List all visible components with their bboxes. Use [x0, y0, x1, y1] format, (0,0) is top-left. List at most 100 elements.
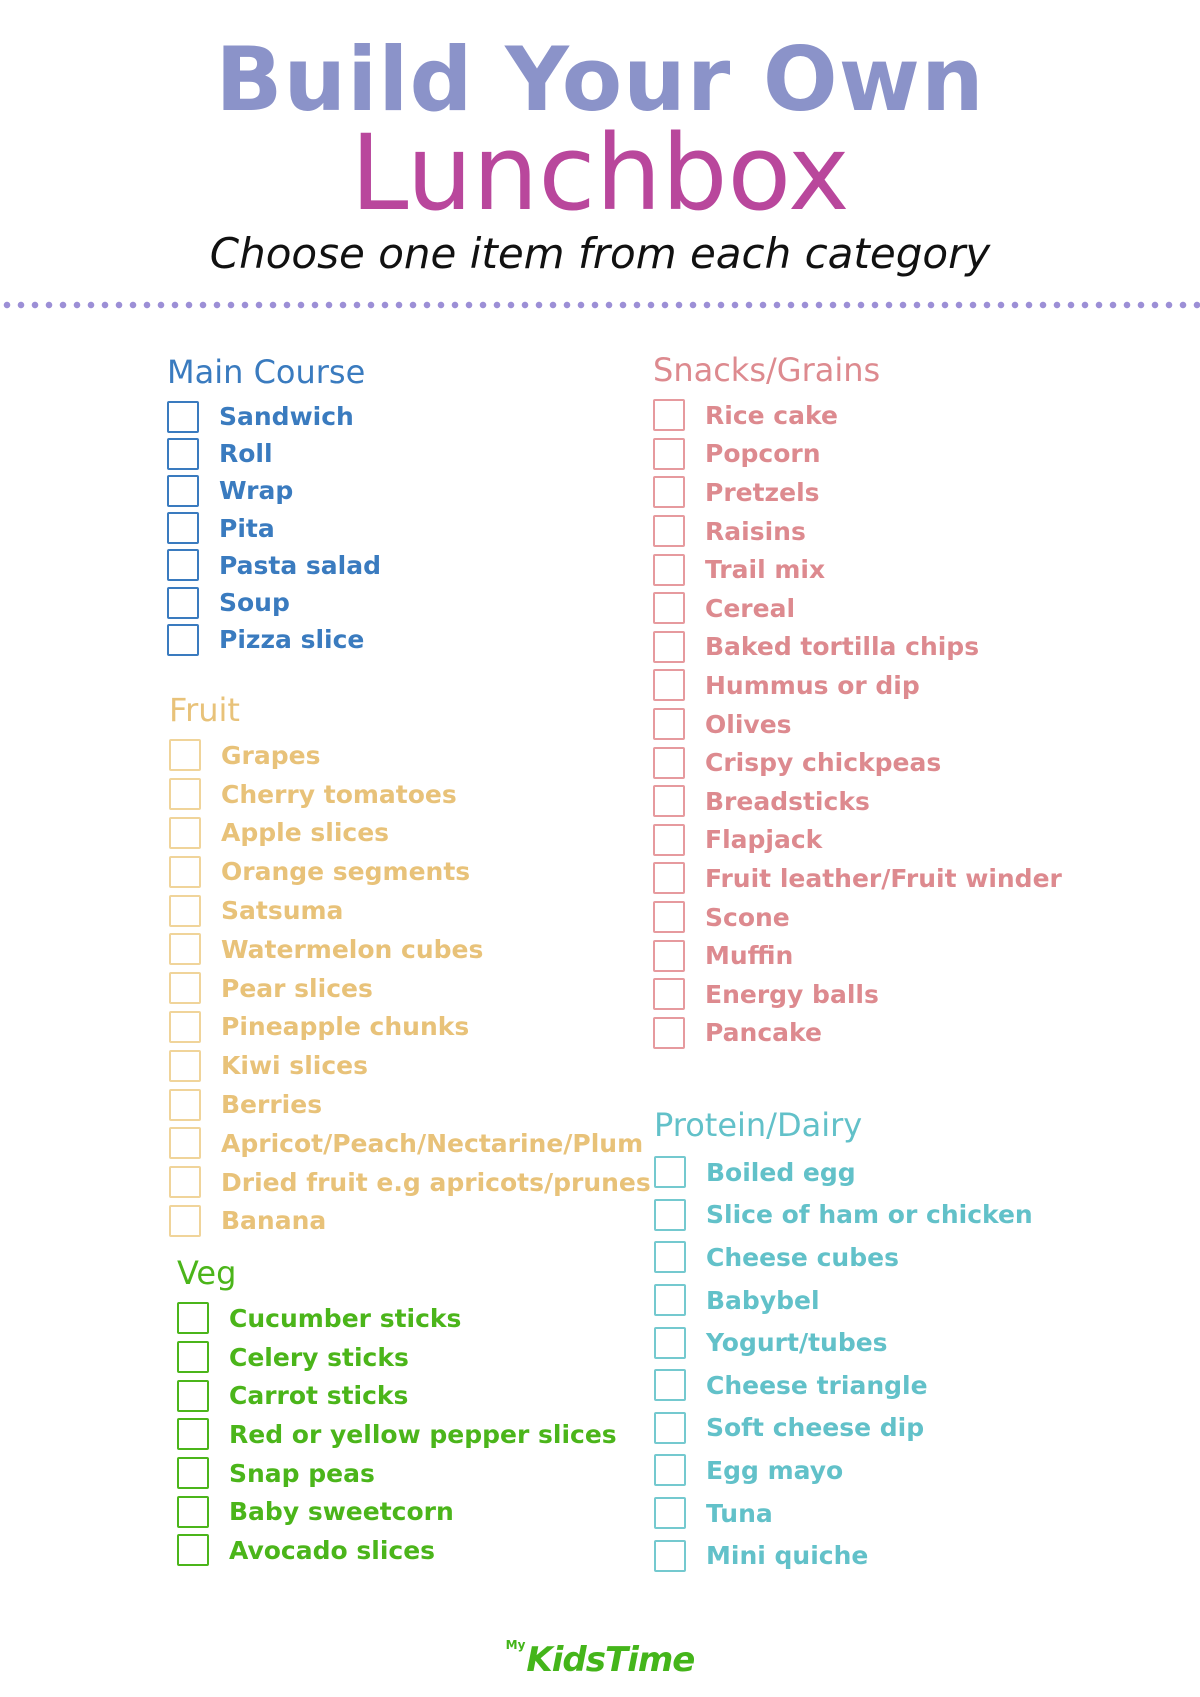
checkbox[interactable]: [169, 1127, 201, 1160]
item-label: Avocado slices: [229, 1535, 436, 1565]
checkbox[interactable]: [653, 901, 685, 934]
list-item: Apple slices: [169, 814, 651, 853]
checkbox[interactable]: [177, 1495, 209, 1528]
list-item: Pancake: [653, 1014, 1062, 1053]
checkbox[interactable]: [654, 1284, 686, 1317]
list-item: Orange segments: [169, 852, 651, 891]
list-item: Yogurt/tubes: [654, 1321, 1033, 1364]
checkbox[interactable]: [169, 972, 201, 1005]
checkbox[interactable]: [654, 1497, 686, 1530]
item-label: Baby sweetcorn: [229, 1497, 454, 1527]
checkbox[interactable]: [653, 553, 685, 586]
checkbox[interactable]: [167, 512, 199, 545]
checkbox[interactable]: [167, 400, 199, 433]
item-label: Pineapple chunks: [221, 1012, 470, 1042]
checkbox[interactable]: [169, 1088, 201, 1121]
list-item: Raisins: [653, 512, 1062, 551]
checkbox[interactable]: [169, 1166, 201, 1199]
item-label: Cheese triangle: [706, 1370, 928, 1400]
item-label: Yogurt/tubes: [706, 1328, 888, 1358]
item-label: Flapjack: [705, 825, 823, 855]
checkbox[interactable]: [169, 855, 201, 888]
checkbox[interactable]: [654, 1411, 686, 1444]
list-item: Slice of ham or chicken: [654, 1194, 1033, 1237]
checkbox[interactable]: [653, 746, 685, 779]
checkbox[interactable]: [167, 586, 199, 619]
item-label: Popcorn: [705, 439, 821, 469]
section-snacks-grains: Snacks/Grains Rice cake Popcorn Pretzels Ra…: [653, 350, 1062, 1052]
checkbox[interactable]: [654, 1241, 686, 1274]
checkbox[interactable]: [653, 939, 685, 972]
checkbox[interactable]: [653, 823, 685, 856]
checkbox[interactable]: [653, 515, 685, 548]
checkbox[interactable]: [167, 623, 199, 656]
checkbox[interactable]: [653, 437, 685, 470]
list-item: Carrot sticks: [177, 1376, 617, 1415]
item-label: Crispy chickpeas: [705, 748, 942, 778]
item-label: Cereal: [705, 593, 796, 623]
item-label: Wrap: [219, 476, 294, 506]
checkbox[interactable]: [177, 1534, 209, 1567]
checkbox[interactable]: [177, 1457, 209, 1490]
checkbox[interactable]: [177, 1302, 209, 1335]
item-label: Scone: [705, 902, 790, 932]
checkbox[interactable]: [177, 1379, 209, 1412]
list-item: Satsuma: [169, 891, 651, 930]
checkbox[interactable]: [653, 630, 685, 663]
item-list-veg: Cucumber sticks Celery sticks Carrot stick…: [177, 1299, 617, 1570]
checkbox[interactable]: [654, 1369, 686, 1402]
list-item: Fruit leather/Fruit winder: [653, 859, 1062, 898]
section-fruit: Fruit Grapes Cherry tomatoes Apple slices O…: [169, 690, 651, 1240]
item-label: Tuna: [706, 1498, 773, 1528]
checkbox[interactable]: [169, 933, 201, 966]
checkbox[interactable]: [169, 1010, 201, 1043]
checkbox[interactable]: [169, 1049, 201, 1082]
checkbox[interactable]: [654, 1156, 686, 1189]
checkbox[interactable]: [653, 669, 685, 702]
list-item: Pita: [167, 510, 381, 547]
item-list-protein-dairy: Boiled egg Slice of ham or chicken Cheese …: [654, 1151, 1033, 1577]
list-item: Pizza slice: [167, 621, 381, 658]
subtitle: Choose one item from each category: [209, 229, 991, 278]
checkbox[interactable]: [653, 708, 685, 741]
checkbox[interactable]: [653, 476, 685, 509]
checkbox[interactable]: [177, 1341, 209, 1374]
checkbox[interactable]: [169, 894, 201, 927]
list-item: Cucumber sticks: [177, 1299, 617, 1338]
checkbox[interactable]: [653, 785, 685, 818]
dotted-divider: [0, 301, 1200, 309]
section-veg: Veg Cucumber sticks Celery sticks Carrot s…: [177, 1253, 617, 1570]
logo-brand: KidsTime: [526, 1640, 695, 1680]
checkbox[interactable]: [653, 399, 685, 432]
checkbox[interactable]: [654, 1198, 686, 1231]
checkbox[interactable]: [177, 1418, 209, 1451]
checkbox[interactable]: [654, 1539, 686, 1572]
section-title-veg: Veg: [177, 1254, 237, 1292]
section-protein-dairy: Protein/Dairy Boiled egg Slice of ham or …: [654, 1105, 1033, 1577]
checkbox[interactable]: [169, 1204, 201, 1237]
checkbox[interactable]: [653, 1016, 685, 1049]
logo-prefix: My: [505, 1638, 526, 1652]
list-item: Rice cake: [653, 396, 1062, 435]
checkbox[interactable]: [167, 437, 199, 470]
checkbox[interactable]: [653, 978, 685, 1011]
item-label: Roll: [219, 439, 273, 469]
item-label: Mini quiche: [706, 1541, 869, 1571]
title-line-2: Lunchbox: [350, 112, 850, 234]
list-item: Watermelon cubes: [169, 930, 651, 969]
list-item: Apricot/Peach/Nectarine/Plum: [169, 1124, 651, 1163]
list-item: Popcorn: [653, 435, 1062, 474]
item-label: Breadsticks: [705, 786, 870, 816]
checkbox[interactable]: [654, 1454, 686, 1487]
checkbox[interactable]: [169, 739, 201, 772]
checkbox[interactable]: [167, 549, 199, 582]
checkbox[interactable]: [654, 1326, 686, 1359]
item-list-fruit: Grapes Cherry tomatoes Apple slices Orange …: [169, 736, 651, 1240]
checkbox[interactable]: [653, 592, 685, 625]
item-label: Cheese cubes: [706, 1242, 899, 1272]
checkbox[interactable]: [653, 862, 685, 895]
checkbox[interactable]: [167, 474, 199, 507]
list-item: Egg mayo: [654, 1449, 1033, 1492]
checkbox[interactable]: [169, 816, 201, 849]
checkbox[interactable]: [169, 778, 201, 811]
